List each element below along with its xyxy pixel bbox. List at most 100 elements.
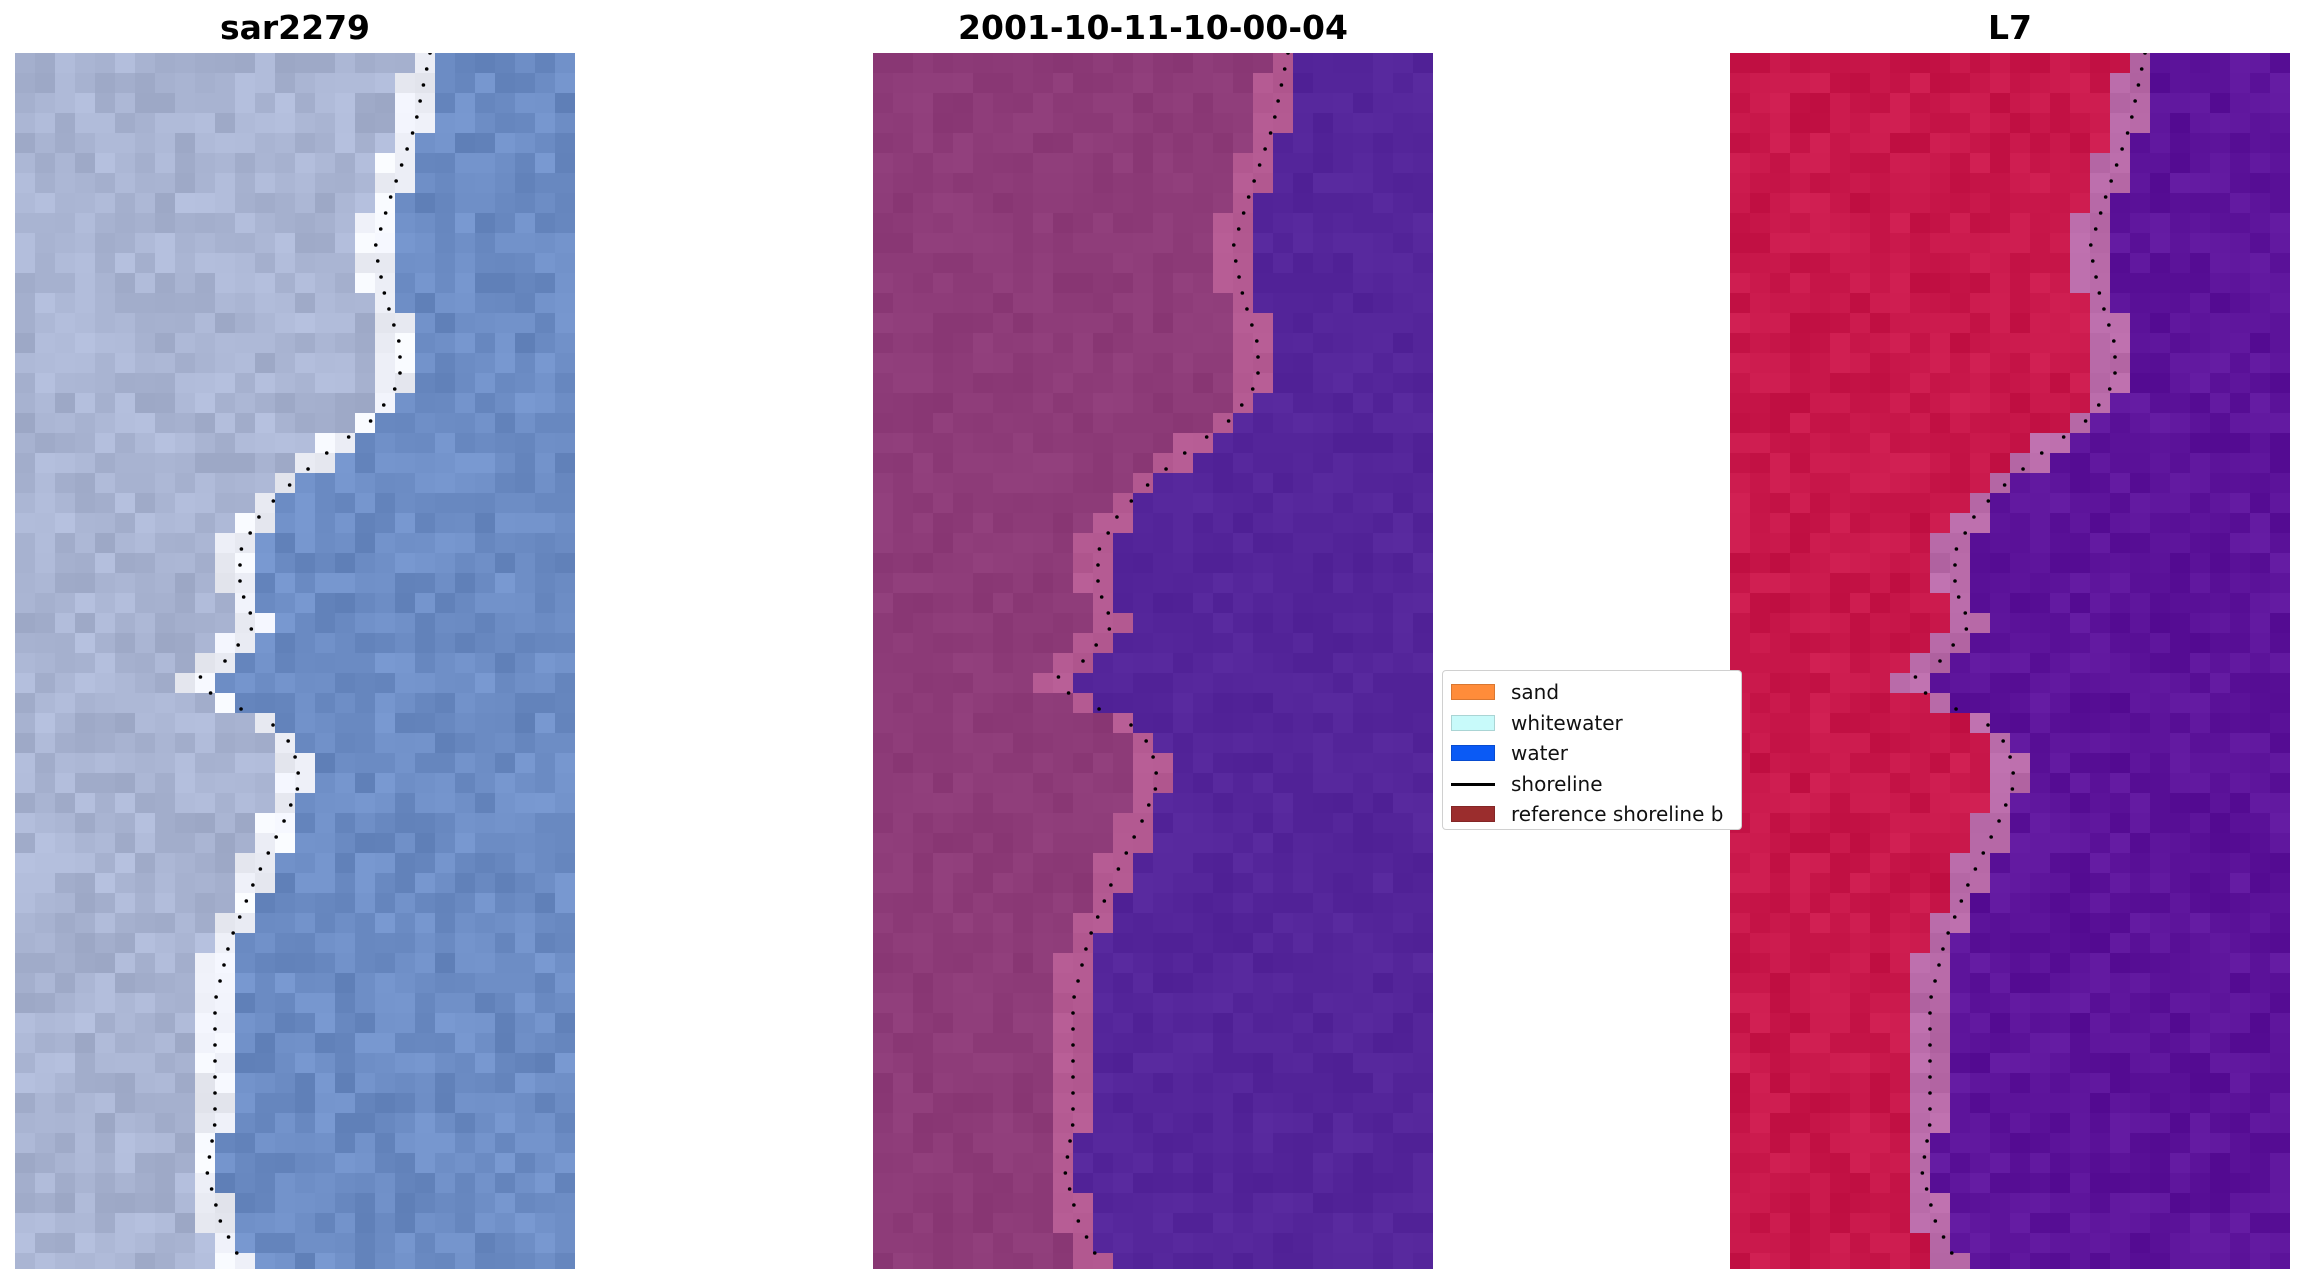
shoreline-point xyxy=(2096,403,2101,407)
shoreline-point xyxy=(1920,1171,1925,1175)
shoreline-point xyxy=(381,403,386,407)
shoreline-point xyxy=(226,1235,231,1239)
shoreline-point xyxy=(421,83,426,87)
shoreline-point xyxy=(2008,755,2012,759)
shoreline-point xyxy=(1094,643,1098,647)
shoreline-point xyxy=(288,803,293,807)
shoreline-point xyxy=(258,867,263,871)
shoreline-point xyxy=(394,179,398,183)
shoreline-point xyxy=(1913,675,1918,679)
shoreline-point xyxy=(286,739,290,743)
shoreline-point xyxy=(1076,1219,1081,1223)
reference-shoreline-swatch xyxy=(1451,806,1495,823)
panel-title-rgb: sar2279 xyxy=(219,8,371,47)
shoreline-point xyxy=(1067,1187,1072,1191)
shoreline-point xyxy=(1116,867,1121,871)
legend-label-shoreline: shoreline xyxy=(1511,771,1603,796)
shoreline-line-icon xyxy=(1451,776,1495,792)
shoreline-point xyxy=(1953,563,1957,567)
shoreline-point xyxy=(1226,419,1231,423)
shoreline-point xyxy=(1095,915,1100,919)
shoreline-point xyxy=(296,771,300,775)
shoreline-point xyxy=(324,451,329,455)
shoreline-point xyxy=(2094,275,2098,279)
shoreline-point xyxy=(207,1155,212,1159)
shoreline-point xyxy=(1072,1203,1076,1207)
whitewater-swatch xyxy=(1451,714,1495,731)
shoreline-point xyxy=(1941,1235,1946,1239)
shoreline-point xyxy=(2102,307,2106,311)
shoreline-point xyxy=(415,115,419,119)
shoreline-point xyxy=(222,963,226,967)
shoreline-point xyxy=(1964,627,1969,631)
shoreline-point xyxy=(1282,67,1287,71)
shoreline-point xyxy=(231,931,235,935)
shoreline-point xyxy=(208,691,213,695)
legend-label-sand: sand xyxy=(1511,680,1560,705)
shoreline-point xyxy=(1938,659,1942,663)
shoreline-point xyxy=(1107,627,1112,631)
shoreline-point xyxy=(1252,179,1256,183)
shoreline-point xyxy=(1056,675,1061,679)
sand-swatch xyxy=(1451,684,1495,701)
rgb-image xyxy=(15,53,575,1269)
shoreline-point xyxy=(2002,483,2007,487)
shoreline-point xyxy=(1279,83,1284,87)
shoreline-point xyxy=(1140,819,1144,823)
shoreline-point xyxy=(1997,819,2001,823)
shoreline-point xyxy=(2139,67,2144,71)
shoreline-point xyxy=(238,563,242,567)
legend-item-water: water xyxy=(1451,738,1741,769)
shoreline-point xyxy=(1145,483,1150,487)
shoreline-point xyxy=(1071,1011,1075,1015)
shoreline-point xyxy=(1954,547,1959,551)
shoreline-point xyxy=(2113,355,2117,359)
shoreline-point xyxy=(1966,883,1970,887)
shoreline-point xyxy=(1115,515,1119,519)
shoreline-point xyxy=(1273,115,1277,119)
shoreline-point xyxy=(379,275,383,279)
shoreline-point xyxy=(1102,899,1107,903)
shoreline-point xyxy=(2039,451,2044,455)
shoreline-point xyxy=(1084,1235,1089,1239)
shoreline-point xyxy=(266,851,271,855)
shoreline-point xyxy=(1109,883,1113,887)
shoreline-point xyxy=(214,995,218,999)
shoreline-point xyxy=(2109,179,2113,183)
shoreline-point xyxy=(378,227,383,231)
shoreline-point xyxy=(213,1107,217,1111)
shoreline-point xyxy=(1923,691,1928,695)
shoreline-point xyxy=(1928,1027,1932,1031)
shoreline-point xyxy=(398,371,402,375)
shoreline-point xyxy=(248,611,253,615)
shoreline-point xyxy=(1072,995,1076,999)
shoreline-point xyxy=(1928,1043,1932,1047)
shoreline-point xyxy=(1250,387,1255,391)
shoreline-point xyxy=(1233,259,1238,263)
shoreline-point xyxy=(375,259,380,263)
shoreline-point xyxy=(2088,243,2093,247)
shoreline-point xyxy=(1937,963,1941,967)
shoreline-point xyxy=(1927,1123,1932,1127)
shoreline-point xyxy=(1241,211,1246,215)
shoreline-point xyxy=(213,1011,217,1015)
legend-label-whitewater: whitewater xyxy=(1511,710,1623,735)
legend-item-sand: sand xyxy=(1451,677,1741,708)
shoreline-point xyxy=(1106,611,1111,615)
shoreline-point xyxy=(198,675,203,679)
shoreline-point xyxy=(210,1139,214,1143)
shoreline-point xyxy=(1071,1043,1075,1047)
shoreline-point xyxy=(2136,83,2141,87)
shoreline-point xyxy=(1204,435,1209,439)
shoreline-point xyxy=(398,355,402,359)
shoreline-point xyxy=(2021,467,2025,471)
shoreline-point xyxy=(1973,867,1978,871)
shoreline-point xyxy=(2112,339,2116,343)
shoreline-point xyxy=(373,243,378,247)
legend-label-water: water xyxy=(1511,741,1568,766)
shoreline-point xyxy=(1986,499,1991,503)
shoreline-point xyxy=(1256,355,1260,359)
shoreline-point xyxy=(1124,851,1129,855)
shoreline-point xyxy=(1097,547,1102,551)
shoreline-point xyxy=(271,723,275,727)
